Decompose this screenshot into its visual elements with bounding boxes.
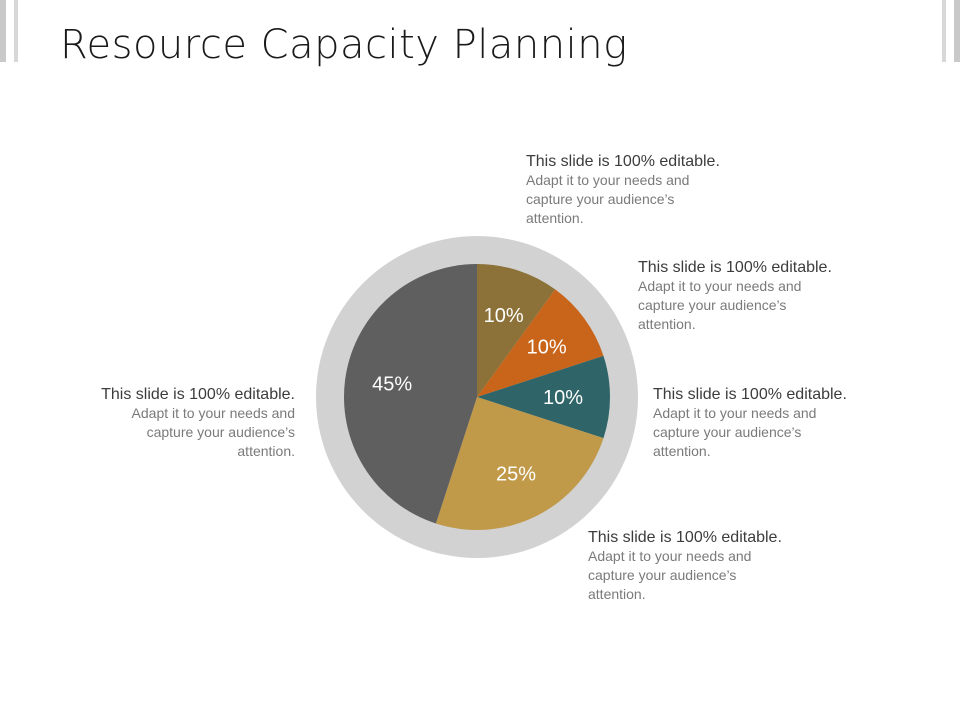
note-heading: This slide is 100% editable. <box>526 153 720 170</box>
pie-slice-label: 10% <box>527 337 567 359</box>
pie-slice-label: 10% <box>543 387 583 409</box>
pie-slice-label: 25% <box>496 464 536 486</box>
slide-title: Resource Capacity Planning <box>60 22 628 68</box>
note-heading: This slide is 100% editable. <box>653 386 847 403</box>
note-left: This slide is 100% editable. Adapt it to… <box>45 385 295 461</box>
pie-slice-labels: 10%10%10%25%45% <box>372 305 583 485</box>
pie-slice-label: 45% <box>372 374 412 396</box>
note-body: Adapt it to your needs and capture your … <box>653 405 817 459</box>
note-heading: This slide is 100% editable. <box>588 529 782 546</box>
note-body: Adapt it to your needs and capture your … <box>526 172 690 226</box>
right-edge-bar-inner <box>942 0 946 62</box>
note-body: Adapt it to your needs and capture your … <box>588 548 752 602</box>
pie-slice <box>477 355 610 439</box>
right-edge-bar <box>954 0 960 62</box>
left-edge-bar-inner <box>14 0 18 62</box>
pie-slice <box>435 397 604 530</box>
note-bottom-right: This slide is 100% editable. Adapt it to… <box>588 528 838 604</box>
pie-slice <box>477 264 556 397</box>
note-body: Adapt it to your needs and capture your … <box>638 278 802 332</box>
pie-slice-label: 10% <box>484 305 524 327</box>
pie-slice <box>344 264 477 524</box>
pie-slices <box>344 264 610 530</box>
note-right: This slide is 100% editable. Adapt it to… <box>653 385 903 461</box>
pie-slice <box>477 289 604 397</box>
note-heading: This slide is 100% editable. <box>101 386 295 403</box>
note-body: Adapt it to your needs and capture your … <box>131 405 295 459</box>
note-upper-right: This slide is 100% editable. Adapt it to… <box>638 258 888 334</box>
left-edge-bar <box>0 0 6 62</box>
note-heading: This slide is 100% editable. <box>638 259 832 276</box>
note-top: This slide is 100% editable. Adapt it to… <box>526 152 776 228</box>
